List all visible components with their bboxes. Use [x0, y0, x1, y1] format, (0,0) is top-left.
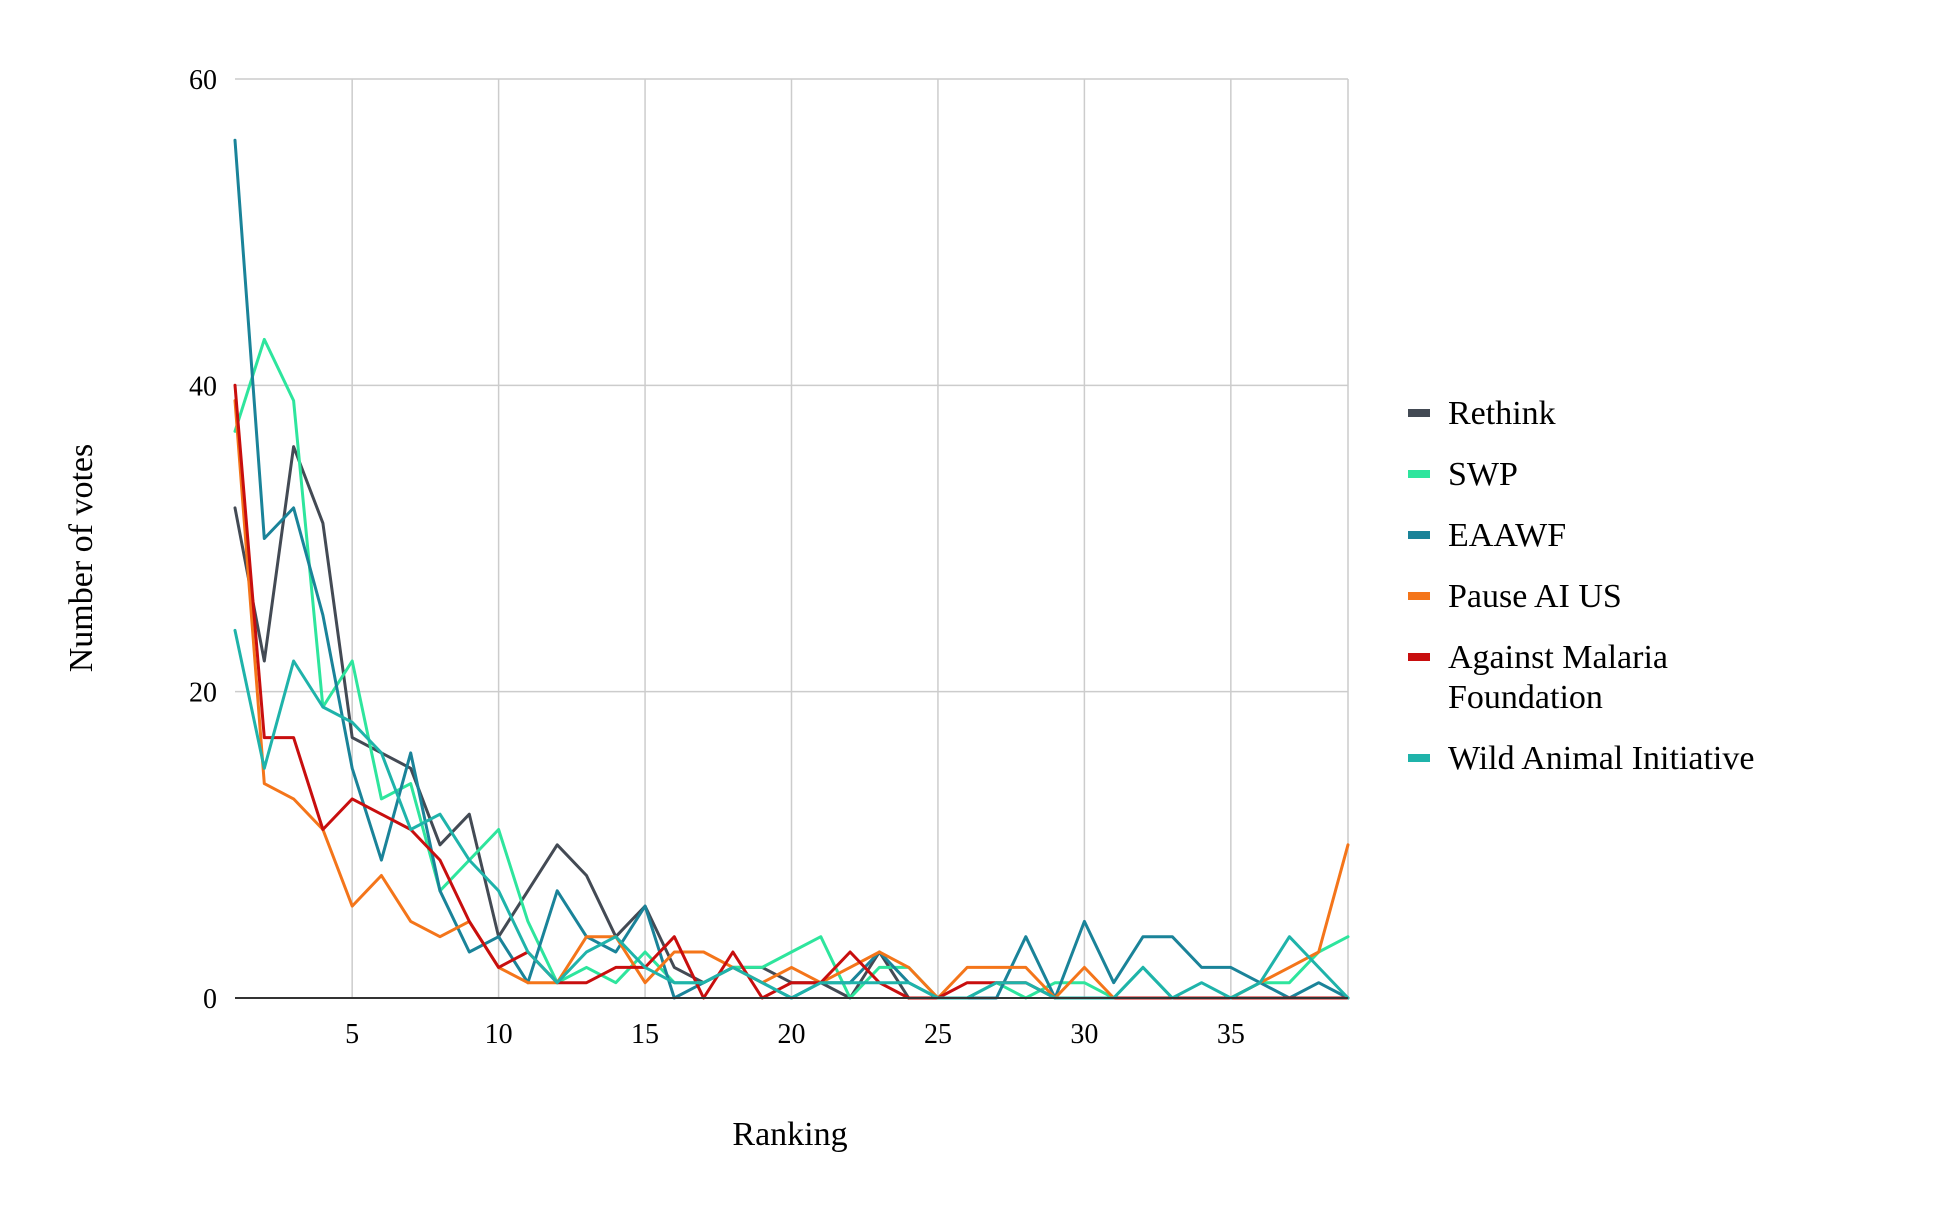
legend-label-swp: SWP — [1448, 456, 1518, 493]
y-tick-label: 0 — [203, 984, 217, 1015]
legend-label-pause-ai-us: Pause AI US — [1448, 578, 1622, 615]
x-tick-label: 35 — [1217, 1019, 1245, 1050]
x-tick-label: 25 — [924, 1019, 952, 1050]
x-tick-label: 10 — [485, 1019, 513, 1050]
legend-swatch-eaawf — [1408, 531, 1430, 539]
legend: Rethink SWP EAAWF Pause AI US Against Malari… — [1408, 395, 1754, 777]
axes: 0 20 40 60 5 10 15 20 25 30 35 — [189, 65, 1348, 1050]
y-tick-label: 60 — [189, 65, 217, 96]
x-tick-label: 15 — [631, 1019, 659, 1050]
legend-label-eaawf: EAAWF — [1448, 517, 1566, 554]
legend-swatch-wild-animal-initiative — [1408, 754, 1430, 762]
x-tick-label: 30 — [1070, 1019, 1098, 1050]
y-tick-label: 20 — [189, 678, 217, 709]
y-axis-title: Number of votes — [63, 444, 100, 673]
x-axis-title: Ranking — [732, 1116, 847, 1153]
gridlines — [235, 78, 1349, 998]
legend-swatch-rethink — [1408, 409, 1430, 417]
legend-label-wild-animal-initiative: Wild Animal Initiative — [1448, 740, 1754, 777]
x-tick-label: 5 — [345, 1019, 359, 1050]
legend-label-against-malaria-foundation: Against Malaria Foundation — [1448, 639, 1668, 716]
x-tick-label: 20 — [778, 1019, 806, 1050]
y-tick-label: 40 — [189, 371, 217, 402]
legend-label-rethink: Rethink — [1448, 395, 1556, 432]
legend-swatch-against-malaria-foundation — [1408, 653, 1430, 661]
legend-swatch-pause-ai-us — [1408, 592, 1430, 600]
legend-swatch-swp — [1408, 470, 1430, 478]
